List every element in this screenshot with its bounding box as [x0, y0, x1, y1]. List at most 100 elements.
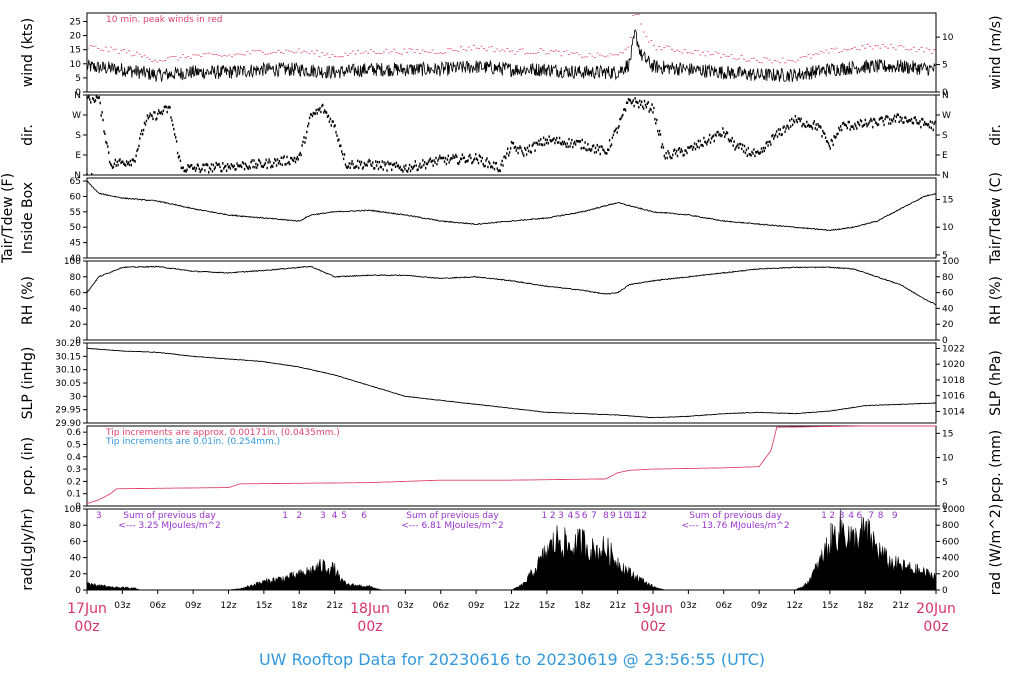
wind-ytick-left: 20 — [70, 32, 82, 42]
tair-ylabel-outer: Tair/Tdew (F) — [0, 173, 16, 264]
tair-frame — [86, 177, 937, 259]
rad-ytick-right: 400 — [942, 554, 959, 564]
dir-ytick-left: E — [75, 151, 81, 161]
tair-ytick-left: 40 — [70, 254, 82, 264]
wind-ytick-left: 25 — [70, 17, 81, 27]
slp-ytick-left: 29.90 — [55, 419, 81, 429]
slp-ytick-right: 1022 — [942, 344, 965, 354]
pcp-ytick-left: 0.2 — [67, 477, 81, 487]
dir-ylabel-right: dir. — [988, 124, 1004, 146]
pcp-ytick-left: 0.6 — [67, 428, 82, 438]
rh-ytick-left: 40 — [70, 304, 82, 314]
x-tick-label: 06z — [150, 601, 166, 611]
rad-ylabel-left: rad(Lgly/hr) — [20, 508, 36, 590]
tair-ylabel-left: Inside Box — [20, 182, 36, 254]
rad-hour-mark: 7 — [868, 511, 874, 521]
wind-annotation: 10 min. peak winds in red — [106, 15, 223, 25]
pcp-annotation-red: Tip increments are approx. 0.00171in. (0… — [105, 428, 340, 438]
dir-ylabel-left: dir. — [20, 124, 36, 146]
wind-peak-marks — [87, 14, 936, 64]
tair-ytick-left: 55 — [70, 208, 81, 218]
tair-ytick-left: 65 — [70, 177, 81, 187]
rh-ytick-right: 100 — [942, 257, 959, 267]
rad-hour-mark: 5 — [575, 511, 581, 521]
rad-hour-mark: 12 — [635, 511, 646, 521]
slp-ytick-left: 30.15 — [55, 352, 81, 362]
rh-ytick-left: 100 — [64, 257, 81, 267]
x-axis: 03z 06z 09z 12z 15z 18z 21z 03z 06z 09z 12z 15z 18z 2… — [67, 590, 956, 635]
rad-ytick-left: 20 — [70, 570, 82, 580]
rad-hour-mark: 2 — [829, 511, 835, 521]
rad-ylabel-right: rad (W/m^2) — [988, 504, 1004, 595]
rad-daily-note-line2: <--- 6.81 MJoules/m^2 — [401, 521, 503, 531]
rad-hour-mark: 8 — [878, 511, 884, 521]
rad-hour-mark: 6 — [856, 511, 862, 521]
rh-ytick-left: 60 — [70, 289, 82, 299]
rad-ytick-left: 40 — [70, 554, 82, 564]
slp-ytick-left: 29.95 — [55, 406, 81, 416]
slp-ytick-left: 30 — [70, 392, 82, 402]
rh-ytick-right: 20 — [942, 320, 954, 330]
x-tick-label: 18z — [291, 601, 307, 611]
x-tick-label: 18z — [574, 601, 590, 611]
slp-ytick-right: 1018 — [942, 376, 965, 386]
rad-ytick-right: 200 — [942, 570, 959, 580]
rad-daily-note-line1: Sum of previous day — [406, 511, 499, 521]
rad-ytick-left: 0 — [75, 586, 81, 596]
x-day-label: 19Jun — [633, 601, 673, 617]
x-day-hour-label: 00z — [74, 619, 99, 635]
rad-panel: 02040608010002004006008001000rad(Lgly/hr… — [20, 504, 1004, 596]
rad-ytick-left: 60 — [70, 537, 82, 547]
rh-ytick-right: 80 — [942, 273, 954, 283]
rad-hour-mark: 5 — [341, 511, 347, 521]
x-tick-label: 09z — [751, 601, 767, 611]
x-tick-label: 21z — [610, 601, 626, 611]
dir-ytick-right: N — [942, 171, 949, 181]
x-day-hour-label: 00z — [923, 619, 948, 635]
rh-ylabel-right: RH (%) — [988, 276, 1004, 325]
rad-daily-note-line1: Sum of previous day — [123, 511, 216, 521]
x-tick-label: 06z — [433, 601, 449, 611]
rad-hour-mark: 9 — [610, 511, 616, 521]
tair-ytick-left: 60 — [70, 192, 82, 202]
pcp-ytick-right: 10 — [942, 454, 954, 464]
pcp-ylabel-left: pcp. (in) — [20, 437, 36, 495]
dir-ytick-right: W — [942, 111, 951, 121]
slp-ytick-left: 30.20 — [55, 339, 81, 349]
rad-daily-note-line2: <--- 13.76 MJoules/m^2 — [681, 521, 789, 531]
x-tick-label: 15z — [822, 601, 838, 611]
rad-ytick-right: 800 — [942, 521, 959, 531]
pcp-ytick-right: 5 — [942, 478, 948, 488]
dir-ytick-right: S — [942, 131, 948, 141]
rad-hour-mark: 2 — [296, 511, 302, 521]
pcp-annotation-blue: Tip increments are 0.01in. (0.254mm.) — [105, 437, 280, 447]
dir-ytick-left: W — [72, 111, 81, 121]
tair-ytick-left: 50 — [70, 223, 82, 233]
page-title: UW Rooftop Data for 20230616 to 20230619… — [259, 650, 765, 669]
pcp-panel: 0 0.1 0.2 0.3 0.4 0.5 0.6 0 5 10 15 pcp. (in) pcp. (… — [20, 425, 1004, 512]
x-day-hour-label: 00z — [640, 619, 665, 635]
pcp-ylabel-right: pcp. (mm) — [988, 430, 1004, 503]
rh-ytick-right: 0 — [942, 336, 948, 346]
tair-ylabel-right: Tair/Tdew (C) — [988, 172, 1004, 265]
tair-ytick-right: 5 — [942, 251, 948, 261]
wind-ytick-left: 10 — [70, 60, 82, 70]
x-tick-label: 06z — [716, 601, 732, 611]
rad-hour-mark: 4 — [848, 511, 854, 521]
rad-hour-mark: 10 — [618, 511, 630, 521]
tair-ytick-left: 45 — [70, 239, 81, 249]
pcp-ytick-right: 0 — [942, 502, 948, 512]
rad-hour-mark: 9 — [892, 511, 898, 521]
slp-ylabel-left: SLP (inHg) — [20, 347, 36, 420]
wind-ytick-left: 5 — [75, 74, 81, 84]
pcp-ytick-left: 0.1 — [67, 490, 81, 500]
tair-line — [86, 180, 937, 232]
tair-ytick-right: 10 — [942, 223, 954, 233]
wind-ylabel-right: wind (m/s) — [988, 15, 1004, 89]
rad-hour-mark: 6 — [361, 511, 367, 521]
rad-hour-mark: 1 — [282, 511, 288, 521]
rad-hour-mark: 3 — [558, 511, 564, 521]
slp-ytick-right: 1020 — [942, 360, 965, 370]
